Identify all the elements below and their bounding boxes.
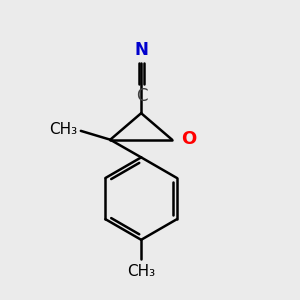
Text: CH₃: CH₃ <box>49 122 77 137</box>
Text: CH₃: CH₃ <box>127 264 155 279</box>
Text: O: O <box>182 130 197 148</box>
Text: C: C <box>136 87 148 105</box>
Text: N: N <box>134 41 148 59</box>
